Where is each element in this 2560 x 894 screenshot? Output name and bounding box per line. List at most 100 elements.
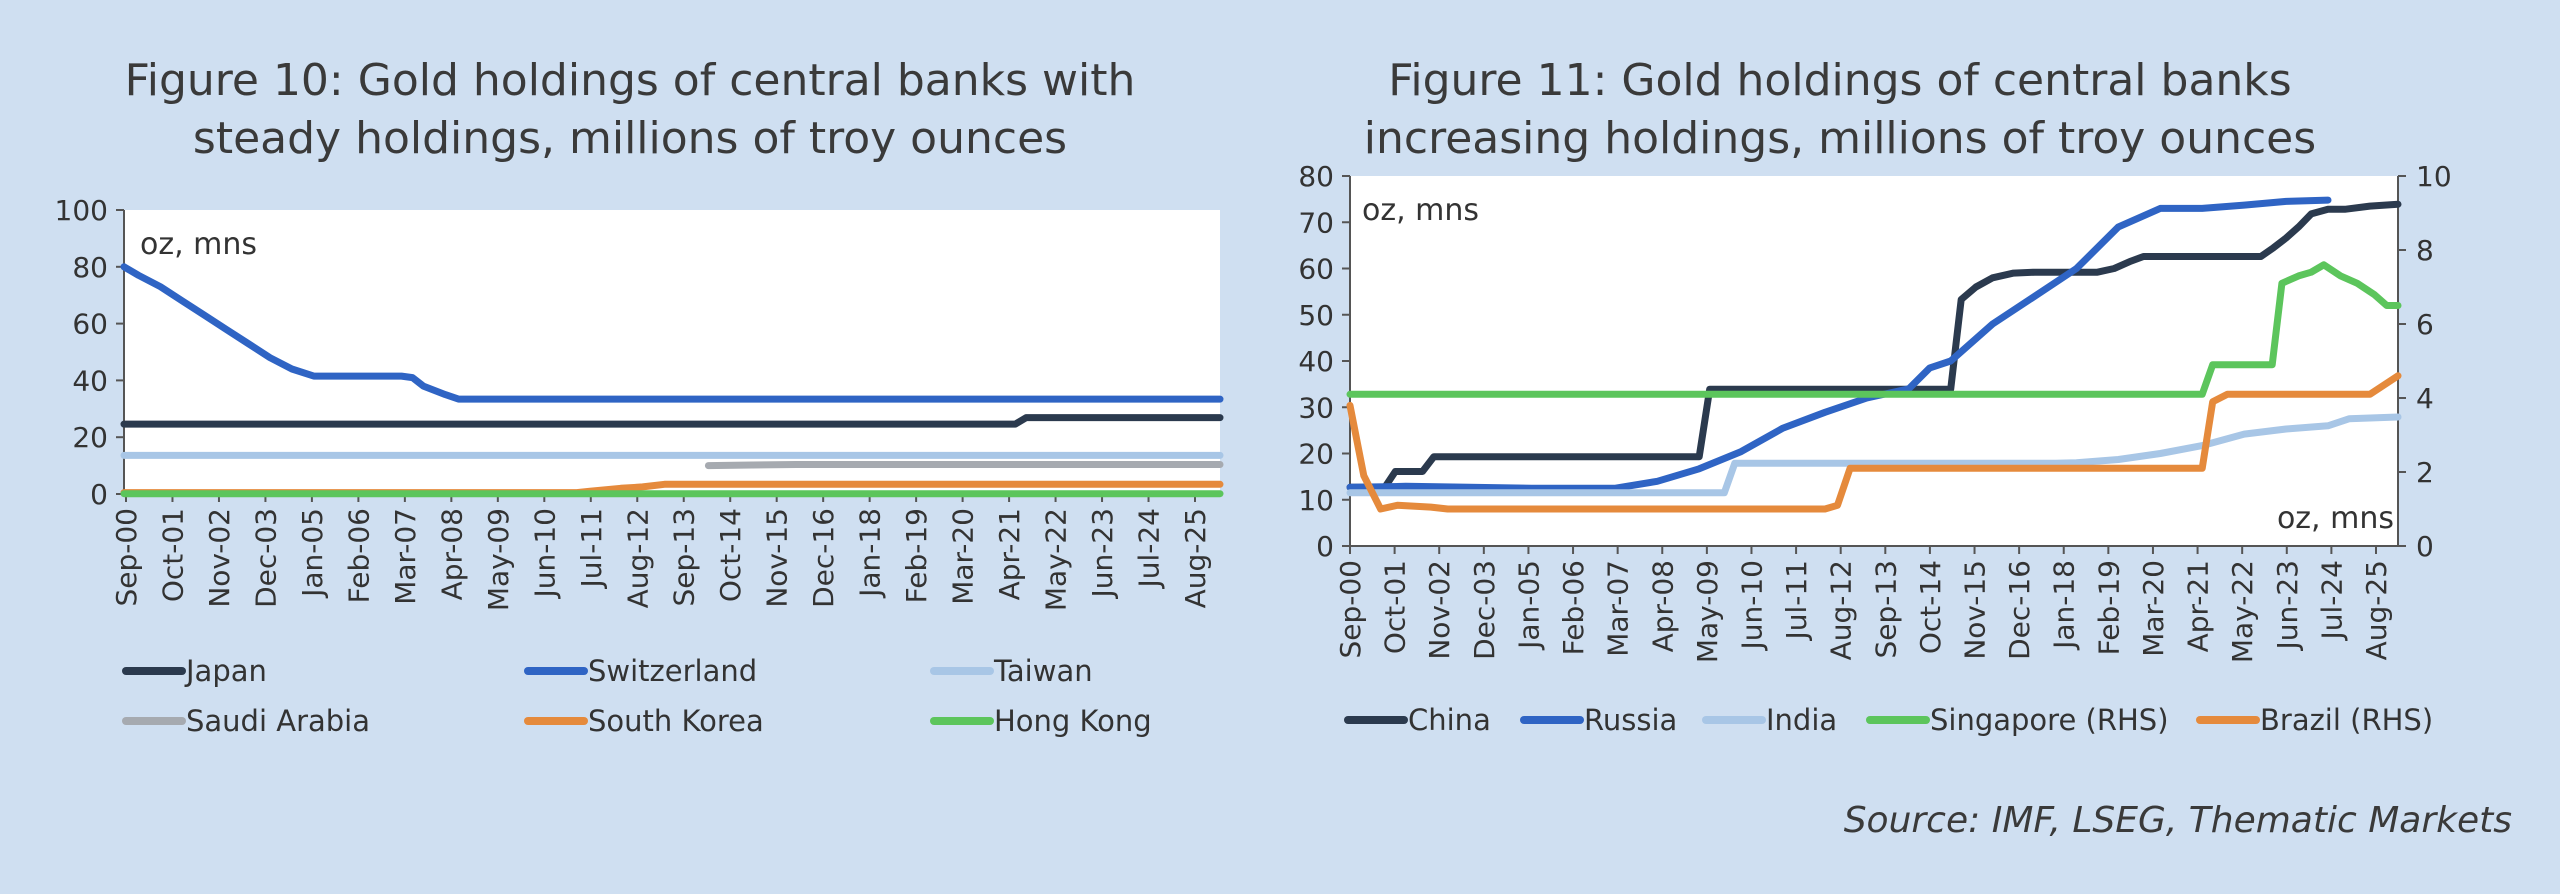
legend-label-hong-kong: Hong Kong (994, 704, 1152, 738)
figure-10-chart: 0 20 40 60 80 100 Sep-00 Oct-01 Nov-02 Dec-03 Jan-… (55, 194, 1224, 611)
y-tick-label-0: 0 (90, 478, 108, 511)
legend-item-japan: Japan (122, 654, 267, 688)
x-tick-label-dec-03: Dec-03 (1468, 560, 1501, 660)
legend-label-brazil: Brazil (RHS) (2260, 703, 2434, 737)
x-tick-label-jul-11: Jul-11 (575, 508, 608, 590)
series-line-japan (120, 414, 1224, 428)
y-tick-label-10: 10 (1298, 484, 1334, 517)
legend-label-switzerland: Switzerland (588, 654, 758, 688)
y-tick-label-20: 20 (72, 421, 108, 454)
legend-item-russia: Russia (1520, 703, 1677, 737)
x-tick-label-may-09: May-09 (482, 508, 515, 611)
plot-area (124, 210, 1220, 494)
legend-label-taiwan: Taiwan (994, 654, 1093, 688)
x-tick-label-dec-03: Dec-03 (249, 508, 282, 608)
y2-tick-label-4: 4 (2416, 382, 2434, 415)
x-tick-label-nov-02: Nov-02 (1423, 560, 1456, 660)
legend-item-singapore: Singapore (RHS) (1866, 703, 2169, 737)
figure-11-title: Figure 11: Gold holdings of central bank… (1290, 52, 2390, 168)
series-line-singapore-rhs (1346, 261, 2402, 398)
x-tick-label-mar-07: Mar-07 (389, 508, 422, 605)
x-tick-label-mar-20: Mar-20 (2137, 560, 2170, 657)
y2-tick-label-6: 6 (2416, 308, 2434, 341)
legend-label-saudi-arabia: Saudi Arabia (186, 704, 371, 738)
legend-label-china: China (1408, 703, 1491, 737)
y-tick-label-80: 80 (72, 251, 108, 284)
x-tick-label-apr-21: Apr-21 (2182, 560, 2215, 652)
legend-label-south-korea: South Korea (588, 704, 764, 738)
legend-swatch-south-korea (524, 717, 588, 725)
x-tick-label-feb-06: Feb-06 (342, 508, 375, 603)
x-tick-label-oct-01: Oct-01 (156, 508, 189, 602)
x-tick-label-oct-14: Oct-14 (1914, 560, 1947, 654)
x-tick-label-may-22: May-22 (2226, 560, 2259, 663)
legend-item-india: India (1702, 703, 1837, 737)
x-tick-label-oct-14: Oct-14 (714, 508, 747, 602)
y-tick-label-40: 40 (1298, 345, 1334, 378)
x-tick-label-feb-06: Feb-06 (1557, 560, 1590, 655)
source-note: Source: IMF, LSEG, Thematic Markets (1843, 800, 2512, 841)
x-tick-label-apr-08: Apr-08 (1646, 560, 1679, 652)
x-tick-label-aug-12: Aug-12 (1825, 560, 1858, 660)
legend-item-brazil: Brazil (RHS) (2196, 703, 2433, 737)
legend-swatch-singapore (1866, 716, 1930, 724)
x-tick-label-feb-19: Feb-19 (900, 508, 933, 603)
x-tick-label-jul-24: Jul-24 (2315, 560, 2348, 642)
x-tick-label-apr-21: Apr-21 (993, 508, 1026, 600)
y-tick-label-70: 70 (1298, 206, 1334, 239)
series-line-switzerland (120, 263, 1224, 403)
y2-tick-label-2: 2 (2416, 456, 2434, 489)
legend-item-saudi-arabia: Saudi Arabia (122, 704, 370, 738)
legend-item-south-korea: South Korea (524, 704, 764, 738)
y-tick-label-80: 80 (1298, 160, 1334, 193)
y-tick-label-100: 100 (55, 194, 108, 227)
figure-10-title-line-1: Figure 10: Gold holdings of central bank… (124, 55, 1136, 106)
x-tick-label-dec-16: Dec-16 (807, 508, 840, 608)
plot-area (1350, 176, 2398, 546)
x-tick-label-jan-05: Jan-05 (296, 508, 329, 599)
legend-swatch-japan (122, 667, 186, 675)
x-tick-label-sep-13: Sep-13 (668, 508, 701, 607)
figure-10-title: Figure 10: Gold holdings of central bank… (80, 52, 1180, 168)
series-line-india (1346, 413, 2402, 497)
x-tick-label-sep-00: Sep-00 (1334, 560, 1367, 659)
x-tick-label-aug-12: Aug-12 (621, 508, 654, 608)
y2-tick-label-0: 0 (2416, 530, 2434, 563)
x-tick-label-nov-15: Nov-15 (761, 508, 794, 608)
x-tick-label-apr-08: Apr-08 (435, 508, 468, 600)
unit-annotation-left: oz, mns (1362, 193, 1479, 228)
legend-swatch-switzerland (524, 667, 588, 675)
x-tick-label-sep-00: Sep-00 (110, 508, 143, 607)
x-tick-label-jun-10: Jun-10 (528, 508, 561, 599)
y-tick-label-30: 30 (1298, 391, 1334, 424)
series-line-saudi-arabia (704, 461, 1224, 470)
x-tick-label-may-22: May-22 (1040, 508, 1073, 611)
legend-label-singapore: Singapore (RHS) (1930, 703, 2169, 737)
legend-swatch-taiwan (930, 667, 994, 675)
x-tick-label-dec-16: Dec-16 (2003, 560, 2036, 660)
unit-annotation: oz, mns (140, 227, 257, 262)
legend-item-china: China (1344, 703, 1491, 737)
series-line-brazil-rhs (1346, 372, 2402, 513)
legend-label-india: India (1766, 703, 1838, 737)
legend-swatch-china (1344, 716, 1408, 724)
x-tick-label-mar-07: Mar-07 (1602, 560, 1635, 657)
legend-item-hong-kong: Hong Kong (930, 704, 1152, 738)
legend-swatch-brazil (2196, 716, 2260, 724)
y-tick-label-60: 60 (1298, 253, 1334, 286)
legend-swatch-hong-kong (930, 717, 994, 725)
figure-10-title-line-2: steady holdings, millions of troy ounces (192, 113, 1068, 164)
y-tick-label-20: 20 (1298, 438, 1334, 471)
x-tick-label-nov-15: Nov-15 (1959, 560, 1992, 660)
x-tick-label-oct-01: Oct-01 (1379, 560, 1412, 654)
y2-tick-label-10: 10 (2416, 160, 2452, 193)
x-tick-label-may-09: May-09 (1691, 560, 1724, 663)
x-tick-label-jan-18: Jan-18 (854, 508, 887, 599)
x-tick-label-feb-19: Feb-19 (2092, 560, 2125, 655)
legend-item-switzerland: Switzerland (524, 654, 757, 688)
legend-swatch-india (1702, 716, 1766, 724)
x-tick-label-sep-13: Sep-13 (1869, 560, 1902, 659)
x-tick-label-aug-25: Aug-25 (1179, 508, 1212, 608)
x-tick-label-aug-25: Aug-25 (2360, 560, 2393, 660)
